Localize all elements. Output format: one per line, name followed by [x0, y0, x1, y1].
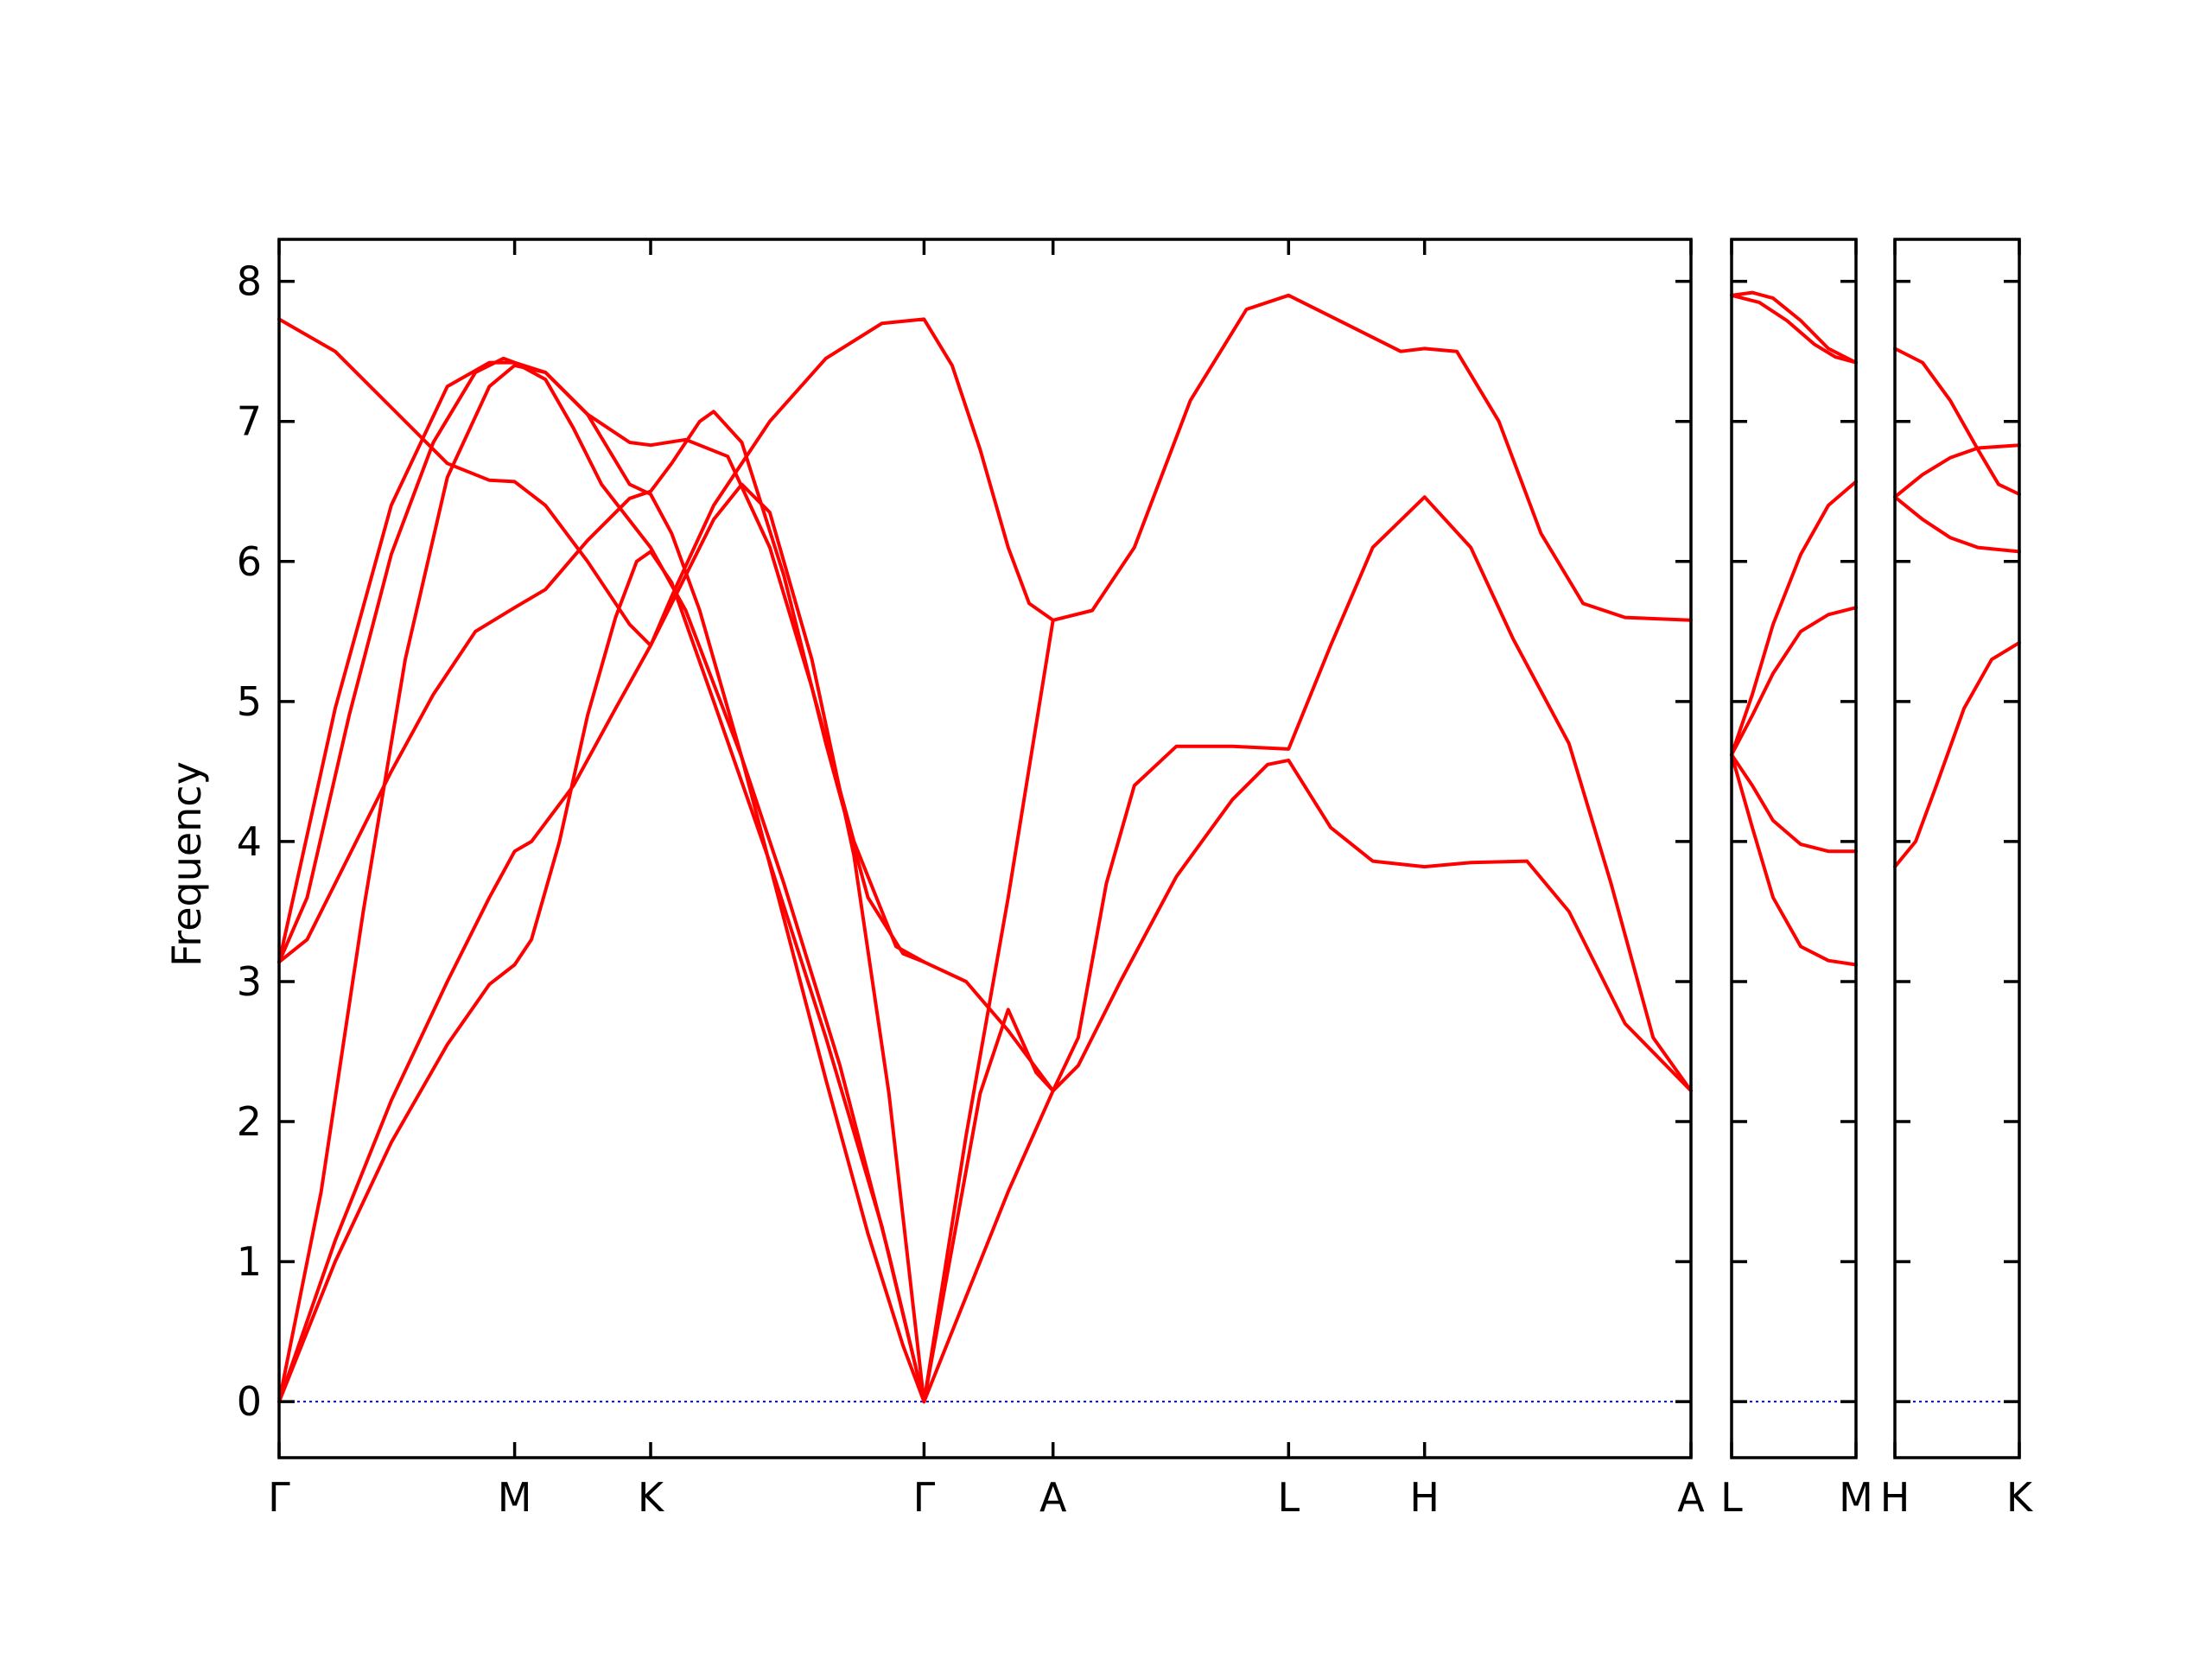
y-tick-label: 3 [237, 958, 262, 1005]
x-tick-label-H: H [1880, 1474, 1910, 1521]
x-tick-label-K: K [2006, 1474, 2034, 1521]
x-tick-label-A: A [1039, 1474, 1067, 1521]
y-tick-label: 8 [237, 258, 262, 305]
y-tick-label: 2 [237, 1098, 262, 1145]
band-line-6 [1730, 290, 1858, 365]
x-tick-label-K: K [638, 1474, 665, 1521]
x-tick-label-H: H [1409, 1474, 1440, 1521]
band-line-3 [1730, 606, 1858, 757]
x-tick-label-M: M [498, 1474, 532, 1521]
x-tick-label-Γ: Γ [268, 1474, 290, 1521]
plot-frame [277, 238, 1693, 1459]
band-line-1 [277, 550, 1693, 1404]
y-tick-label: 4 [237, 818, 262, 865]
band-line-4 [1730, 480, 1858, 757]
band-line-6 [277, 317, 1055, 647]
band-line-3 [1893, 443, 2021, 499]
band-line-2 [1893, 495, 2021, 554]
plot-frame [1893, 238, 2021, 1459]
x-tick-label-A: A [1677, 1474, 1705, 1521]
band-line-1 [1893, 640, 2021, 869]
y-tick-label: 7 [237, 398, 262, 445]
y-tick-label: 0 [237, 1378, 262, 1425]
x-tick-label-L: L [1720, 1474, 1743, 1521]
band-line-4 [1893, 346, 2021, 496]
y-tick-label: 6 [237, 538, 262, 585]
x-tick-label-Γ: Γ [913, 1474, 936, 1521]
panel-1: 0 1 2 3 4 5 6 7 8 Γ M K Γ A L H A [237, 238, 1705, 1521]
x-tick-label-M: M [1839, 1474, 1873, 1521]
band-line-5 [1730, 293, 1858, 365]
band-line-4 [277, 410, 1055, 1093]
band-line-1 [1730, 753, 1858, 967]
y-axis-label: Frequency [163, 761, 210, 967]
band-line-7 [277, 360, 926, 964]
band-line-2 [1730, 753, 1858, 854]
plot-frame [1730, 238, 1858, 1459]
y-tick-label: 1 [237, 1238, 262, 1285]
x-tick-label-L: L [1277, 1474, 1300, 1521]
y-tick-label: 5 [237, 678, 262, 725]
band-line-5 [277, 356, 926, 1404]
